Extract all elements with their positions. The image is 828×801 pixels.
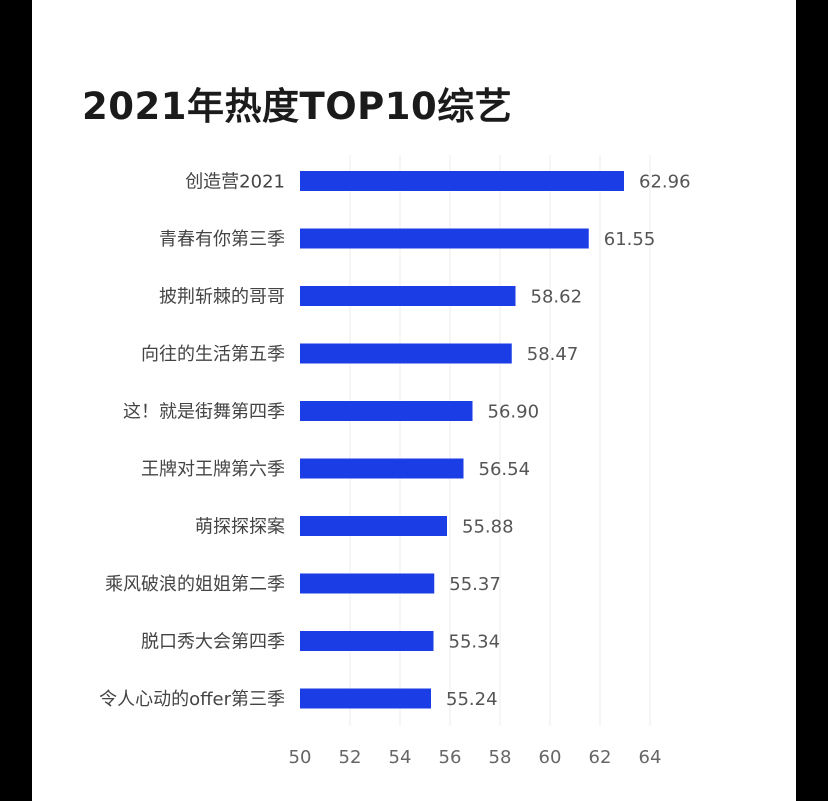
x-tick-label: 56 — [439, 747, 462, 768]
value-label: 56.54 — [479, 459, 531, 480]
bar — [300, 631, 434, 651]
value-label: 58.47 — [527, 344, 579, 365]
value-label: 55.34 — [449, 632, 501, 653]
value-label: 55.88 — [462, 517, 514, 538]
category-label: 萌探探探案 — [195, 517, 285, 538]
category-label: 披荆斩棘的哥哥 — [159, 287, 285, 308]
bar — [300, 516, 447, 536]
bar — [300, 171, 624, 191]
category-label: 脱口秀大会第四季 — [141, 632, 285, 653]
category-label: 王牌对王牌第六季 — [141, 459, 285, 480]
chart-title: 2021年热度TOP10综艺 — [82, 85, 513, 128]
category-label: 青春有你第三季 — [159, 229, 285, 250]
x-tick-label: 58 — [489, 747, 512, 768]
x-tick-label: 50 — [289, 747, 312, 768]
value-label: 55.37 — [449, 574, 501, 595]
x-tick-label: 60 — [539, 747, 562, 768]
value-label: 58.62 — [531, 287, 583, 308]
x-tick-label: 54 — [389, 747, 412, 768]
category-label: 向往的生活第五季 — [141, 344, 285, 365]
category-label: 创造营2021 — [185, 172, 285, 193]
bar — [300, 286, 516, 306]
value-label: 55.24 — [446, 689, 498, 710]
x-tick-label: 52 — [339, 747, 362, 768]
category-label: 这！就是街舞第四季 — [123, 402, 285, 423]
value-label: 56.90 — [488, 402, 540, 423]
value-label: 62.96 — [639, 172, 691, 193]
bar — [300, 458, 464, 479]
category-label: 令人心动的offer第三季 — [99, 689, 285, 710]
bar — [300, 401, 473, 421]
x-tick-label: 64 — [639, 747, 662, 768]
chart-card — [32, 0, 796, 801]
bar — [300, 573, 435, 594]
category-label: 乘风破浪的姐姐第二季 — [105, 574, 285, 595]
bar — [300, 228, 589, 249]
x-tick-label: 62 — [589, 747, 612, 768]
bar — [300, 343, 512, 364]
bar — [300, 688, 431, 709]
value-label: 61.55 — [604, 229, 656, 250]
